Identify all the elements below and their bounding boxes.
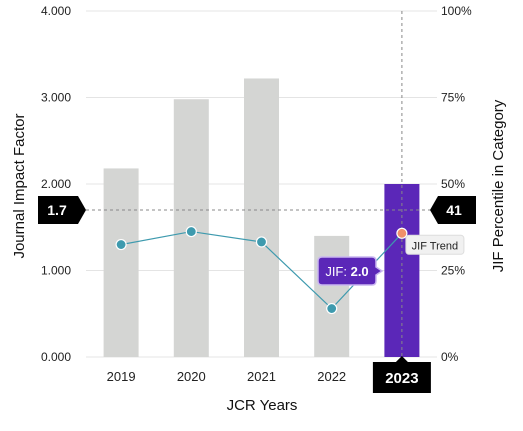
y2-tick-label: 0%	[441, 350, 459, 364]
x-axis-title: JCR Years	[227, 397, 298, 414]
x-highlight-badge	[372, 356, 431, 393]
ref-right-value: 41	[446, 202, 462, 218]
x-tick-label: 2023	[385, 370, 418, 387]
trend-point[interactable]	[185, 225, 197, 238]
trend-point[interactable]	[255, 236, 268, 248]
x-tick-label: 2019	[107, 369, 136, 384]
y-axis-title: Journal Impact Factor	[11, 113, 28, 258]
jif-tooltip-prefix: JIF:	[325, 264, 350, 279]
x-tick-label: 2022	[317, 369, 346, 384]
y2-tick-label: 50%	[441, 177, 465, 191]
trend-point[interactable]	[396, 227, 408, 239]
y-tick-label: 4.000	[41, 4, 71, 18]
y2-tick-label: 25%	[441, 264, 465, 278]
ref-left-value: 1.7	[47, 202, 67, 218]
y-tick-label: 0.000	[41, 350, 71, 364]
y2-tick-label: 75%	[441, 91, 465, 105]
jif-tooltip-label: JIF: 2.0	[325, 264, 368, 279]
y2-axis-title: JIF Percentile in Category	[490, 99, 507, 272]
y-tick-label: 3.000	[41, 91, 71, 105]
jif-tooltip	[317, 256, 384, 286]
y-tick-label: 2.000	[41, 177, 71, 191]
ref-right-badge	[430, 195, 476, 224]
y-tick-label: 1.000	[41, 264, 71, 278]
trend-tooltip	[405, 234, 465, 255]
bar[interactable]	[103, 168, 139, 357]
jif-tooltip-value: 2.0	[351, 264, 369, 279]
x-tick-label: 2020	[177, 369, 206, 384]
trend-tooltip-label: JIF Trend	[412, 240, 458, 252]
x-tick-label: 2021	[247, 369, 276, 384]
ref-left-badge	[38, 195, 86, 224]
y2-tick-label: 100%	[441, 4, 472, 18]
trend-point[interactable]	[326, 302, 338, 315]
bar[interactable]	[244, 78, 279, 357]
trend-point[interactable]	[115, 238, 127, 251]
